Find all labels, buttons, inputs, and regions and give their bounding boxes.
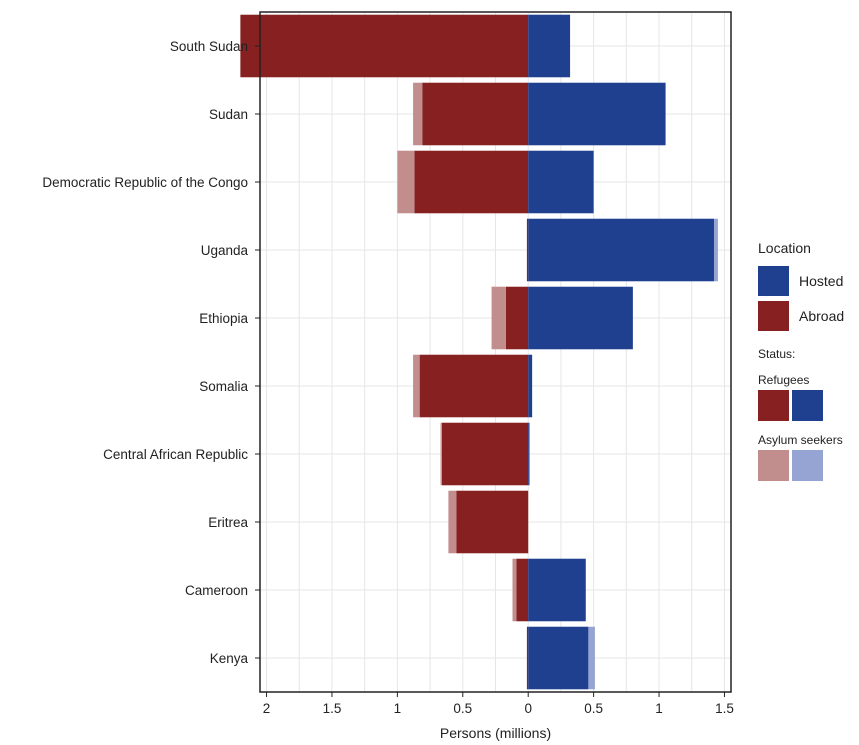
legend: Location Hosted Abroad Status: Refugees … bbox=[758, 240, 858, 481]
bar-abroad-asylum-seekers bbox=[512, 558, 517, 622]
y-tick-label: Cameroon bbox=[185, 583, 248, 598]
bar-abroad-asylum-seekers bbox=[413, 354, 420, 418]
legend-swatch-abroad bbox=[758, 301, 789, 331]
y-axis-labels: South Sudan Sudan Democratic Republic of t… bbox=[42, 39, 260, 666]
status-swatch-asylum-hosted bbox=[792, 450, 823, 481]
bar-abroad-refugees bbox=[419, 354, 529, 418]
bar-hosted-refugees bbox=[528, 558, 586, 622]
bar-hosted-refugees bbox=[528, 218, 714, 282]
y-tick-label: Democratic Republic of the Congo bbox=[42, 175, 248, 190]
bar-abroad-refugees bbox=[240, 14, 529, 78]
status-swatches-asylum bbox=[758, 450, 858, 481]
bar-abroad-asylum-seekers bbox=[440, 422, 442, 486]
bar-abroad-refugees bbox=[526, 626, 529, 690]
x-tick-label: 2 bbox=[263, 701, 271, 716]
legend-label-hosted: Hosted bbox=[799, 273, 844, 289]
bar-hosted-refugees bbox=[528, 422, 530, 486]
status-swatches-refugees bbox=[758, 390, 858, 421]
x-tick-label: 0.5 bbox=[584, 701, 603, 716]
x-tick-label: 0.5 bbox=[453, 701, 472, 716]
bar-hosted-refugees bbox=[528, 354, 533, 418]
bar-abroad-refugees bbox=[505, 286, 529, 350]
y-tick-label: Somalia bbox=[199, 379, 248, 394]
x-axis-title: Persons (millions) bbox=[440, 725, 551, 741]
status-label-refugees: Refugees bbox=[758, 373, 810, 387]
bars bbox=[240, 14, 718, 690]
y-tick-label: Kenya bbox=[210, 651, 249, 666]
bar-abroad-refugees bbox=[422, 82, 529, 146]
plot-frame bbox=[259, 11, 732, 693]
y-tick-label: Sudan bbox=[209, 107, 248, 122]
bar-hosted-asylum-seekers bbox=[713, 218, 718, 282]
status-label-asylum: Asylum seekers bbox=[758, 433, 843, 447]
y-tick-label: Eritrea bbox=[208, 515, 248, 530]
bar-hosted-asylum-seekers bbox=[588, 626, 595, 690]
x-tick-label: 1 bbox=[655, 701, 663, 716]
status-title: Status: bbox=[758, 347, 796, 361]
bar-abroad-refugees bbox=[526, 218, 529, 282]
bar-abroad-refugees bbox=[516, 558, 529, 622]
y-tick-label: Ethiopia bbox=[199, 311, 248, 326]
x-tick-label: 1.5 bbox=[715, 701, 734, 716]
bar-hosted-refugees bbox=[528, 626, 589, 690]
bar-abroad-asylum-seekers bbox=[491, 286, 506, 350]
bar-hosted-refugees bbox=[528, 14, 571, 78]
status-swatch-asylum-abroad bbox=[758, 450, 789, 481]
bar-hosted-refugees bbox=[528, 82, 666, 146]
legend-item-abroad: Abroad bbox=[758, 301, 858, 331]
x-tick-label: 1.5 bbox=[323, 701, 342, 716]
y-tick-label: Central African Republic bbox=[103, 447, 248, 462]
x-axis: 2 1.5 1 0.5 0 0.5 1 1.5 bbox=[263, 692, 734, 716]
x-tick-label: 1 bbox=[394, 701, 402, 716]
legend-title: Location bbox=[758, 240, 811, 256]
y-tick-label: Uganda bbox=[201, 243, 249, 258]
bar-abroad-asylum-seekers bbox=[413, 82, 423, 146]
status-swatch-refugees-hosted bbox=[792, 390, 823, 421]
legend-label-abroad: Abroad bbox=[799, 308, 845, 324]
legend-swatch-hosted bbox=[758, 266, 789, 296]
bar-hosted-refugees bbox=[528, 286, 633, 350]
bar-abroad-refugees bbox=[414, 150, 529, 214]
y-tick-label: South Sudan bbox=[170, 39, 248, 54]
bar-abroad-refugees bbox=[441, 422, 529, 486]
bar-abroad-asylum-seekers bbox=[448, 490, 457, 554]
bar-hosted-refugees bbox=[528, 150, 594, 214]
legend-item-hosted: Hosted bbox=[758, 266, 858, 296]
x-tick-label: 0 bbox=[524, 701, 532, 716]
bar-abroad-refugees bbox=[456, 490, 529, 554]
bar-abroad-asylum-seekers bbox=[397, 150, 415, 214]
status-swatch-refugees-abroad bbox=[758, 390, 789, 421]
